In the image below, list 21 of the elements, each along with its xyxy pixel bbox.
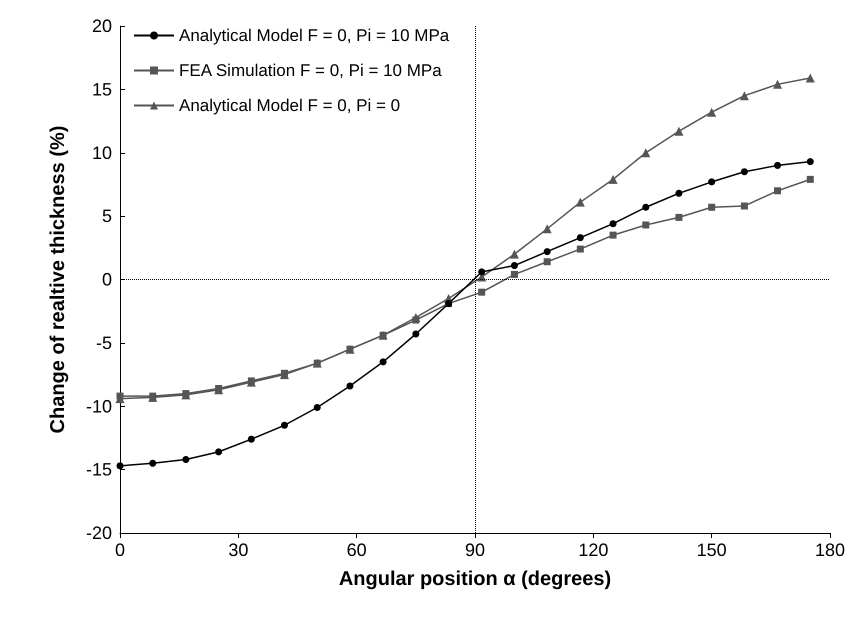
y-tick-label: 20 (92, 16, 112, 36)
y-axis-title: Change of realtive thickness (%) (47, 126, 69, 434)
legend-label: FEA Simulation F = 0, Pi = 10 MPa (179, 61, 442, 80)
y-tick-label: -5 (96, 332, 112, 353)
x-tick-label: 180 (814, 540, 846, 560)
legend-label: Analytical Model F = 0, Pi = 0 (179, 96, 400, 115)
x-tick-label: 0 (114, 540, 126, 560)
legend-label: Analytical Model F = 0, Pi = 10 MPa (179, 26, 450, 45)
x-tick-label: 30 (228, 540, 248, 560)
x-axis-title: Angular position α (degrees) (338, 568, 612, 590)
x-tick-label: 120 (578, 540, 608, 560)
y-tick-label: 0 (102, 270, 112, 290)
y-tick-label: 15 (92, 79, 112, 100)
x-tick-label: 60 (346, 540, 367, 560)
y-tick-label: 5 (102, 206, 112, 226)
y-tick-label: 10 (92, 142, 112, 163)
y-tick-label: -20 (86, 523, 112, 543)
y-tick-label: -15 (86, 460, 112, 480)
x-tick-label: 90 (464, 540, 486, 560)
y-tick-label: -10 (86, 396, 112, 416)
x-tick-label: 150 (696, 540, 727, 560)
